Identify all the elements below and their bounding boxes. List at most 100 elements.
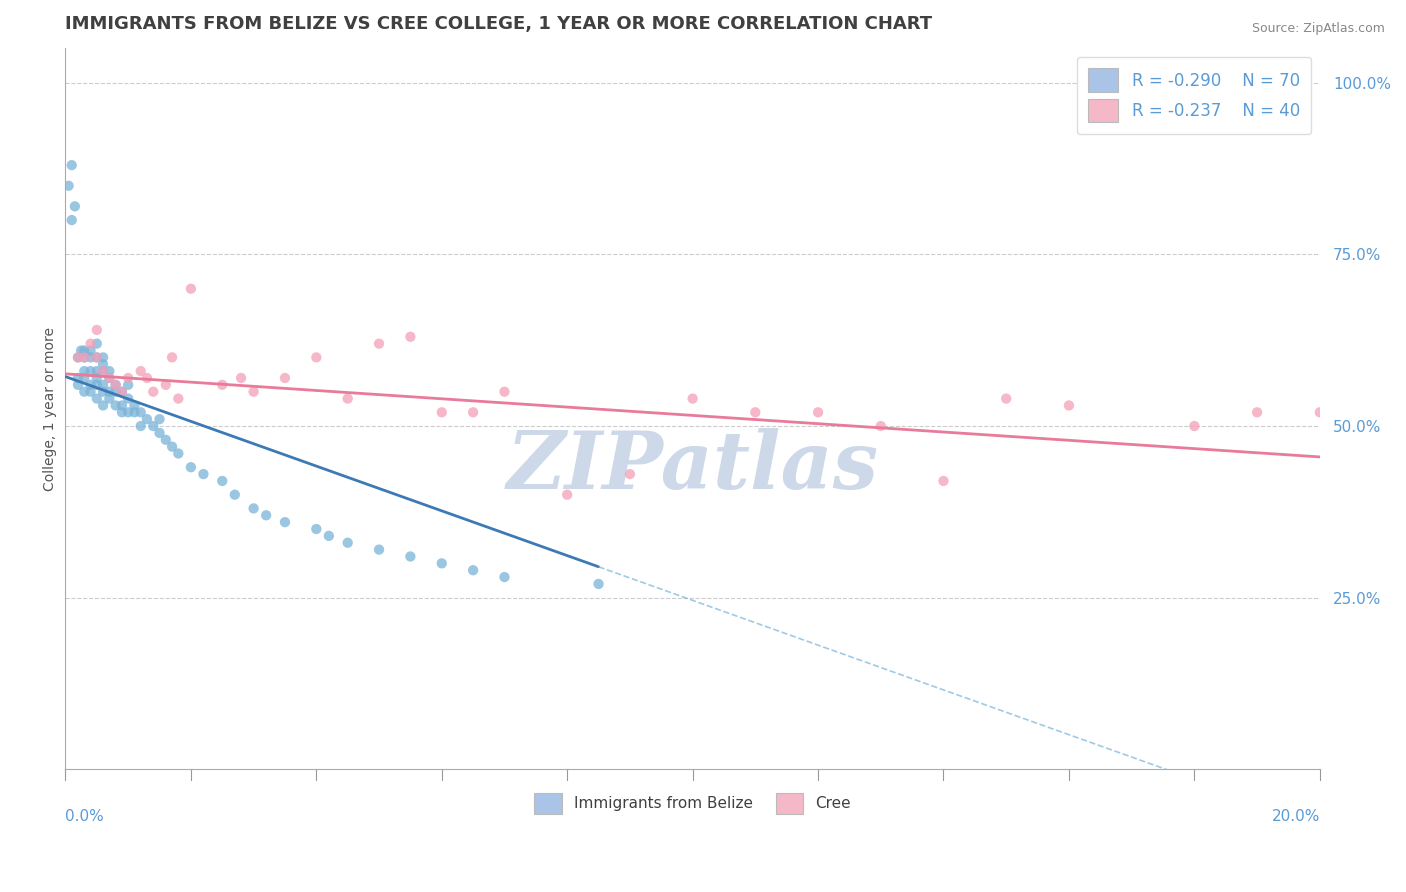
Point [60,158,83,172]
Point [399,330,422,344]
Point [180,282,202,296]
Point [86,392,108,406]
Point [129,419,152,434]
Point [98,364,121,378]
Point [211,377,233,392]
Point [124,399,146,413]
Point [242,384,264,399]
Point [98,384,121,399]
Point [91,377,114,392]
Point [180,460,202,475]
Point [1246,405,1268,419]
Point [588,577,610,591]
Point [807,405,830,419]
Point [73,351,96,365]
Point [91,364,114,378]
Point [136,412,159,426]
Point [242,501,264,516]
Point [995,392,1018,406]
Point [111,384,134,399]
Point [66,351,89,365]
Point [129,405,152,419]
Point [86,371,108,385]
Point [368,542,391,557]
Point [86,351,108,365]
Point [430,405,453,419]
Point [104,399,127,413]
Text: 20.0%: 20.0% [1271,809,1320,824]
Point [79,343,101,358]
Point [142,384,165,399]
Point [336,392,359,406]
Text: IMMIGRANTS FROM BELIZE VS CREE COLLEGE, 1 YEAR OR MORE CORRELATION CHART: IMMIGRANTS FROM BELIZE VS CREE COLLEGE, … [66,15,932,33]
Point [274,515,297,529]
Point [98,371,121,385]
Point [1057,399,1080,413]
Point [1182,419,1205,434]
Point [148,412,170,426]
Point [211,474,233,488]
Point [555,488,578,502]
Point [86,336,108,351]
Point [91,357,114,371]
Point [136,371,159,385]
Point [167,392,190,406]
Point [148,425,170,440]
Point [744,405,766,419]
Point [104,377,127,392]
Point [619,467,641,481]
Point [91,351,114,365]
Point [79,377,101,392]
Point [73,371,96,385]
Point [73,343,96,358]
Point [160,351,183,365]
Legend: Immigrants from Belize, Cree: Immigrants from Belize, Cree [522,780,863,827]
Point [932,474,955,488]
Y-axis label: College, 1 year or more: College, 1 year or more [44,326,58,491]
Point [79,384,101,399]
Point [117,371,139,385]
Point [58,178,80,193]
Point [73,351,96,365]
Point [461,563,484,577]
Point [117,405,139,419]
Point [155,433,177,447]
Point [368,336,391,351]
Point [104,384,127,399]
Point [682,392,704,406]
Point [66,351,89,365]
Point [193,467,215,481]
Point [274,371,297,385]
Point [79,336,101,351]
Point [254,508,277,523]
Point [66,371,89,385]
Point [124,405,146,419]
Text: ZIPatlas: ZIPatlas [506,428,879,505]
Point [318,529,340,543]
Point [73,364,96,378]
Point [60,213,83,227]
Point [111,384,134,399]
Point [111,405,134,419]
Point [91,384,114,399]
Point [91,399,114,413]
Point [73,384,96,399]
Point [167,446,190,460]
Point [224,488,246,502]
Point [869,419,891,434]
Point [336,535,359,549]
Text: Source: ZipAtlas.com: Source: ZipAtlas.com [1251,22,1385,36]
Point [117,392,139,406]
Point [399,549,422,564]
Point [70,343,93,358]
Point [91,364,114,378]
Point [63,199,86,213]
Text: 0.0%: 0.0% [66,809,104,824]
Point [86,377,108,392]
Point [494,384,516,399]
Point [305,522,328,536]
Point [129,364,152,378]
Point [155,377,177,392]
Point [66,377,89,392]
Point [79,351,101,365]
